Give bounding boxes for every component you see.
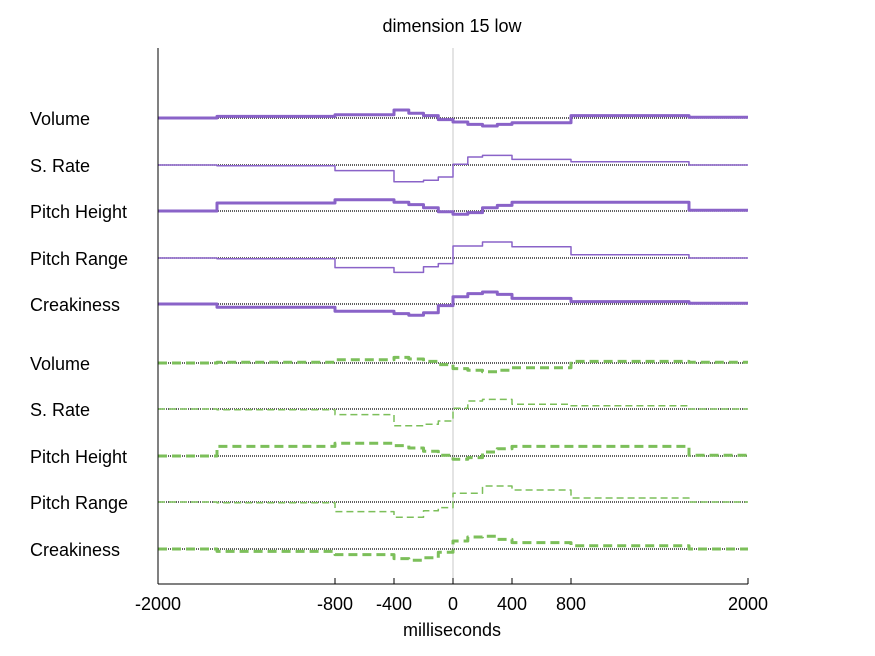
row-label: S. Rate bbox=[30, 156, 90, 176]
x-axis-label: milliseconds bbox=[403, 620, 501, 640]
x-tick-label: 400 bbox=[497, 594, 527, 614]
series-line-2 bbox=[158, 154, 748, 183]
series-layer bbox=[158, 108, 748, 562]
series-line-10 bbox=[158, 534, 748, 562]
x-tick-label: 2000 bbox=[728, 594, 768, 614]
row-label: Pitch Range bbox=[30, 249, 128, 269]
row-label: Creakiness bbox=[30, 295, 120, 315]
x-tick-label: 800 bbox=[556, 594, 586, 614]
chart-title: dimension 15 low bbox=[382, 16, 522, 36]
row-label: Pitch Height bbox=[30, 202, 127, 222]
x-tick-label: -800 bbox=[317, 594, 353, 614]
series-line-5 bbox=[158, 290, 748, 317]
series-line-4 bbox=[158, 241, 748, 274]
axis-layer: -2000 -800 -400 0 400 800 2000 bbox=[135, 48, 768, 614]
series-line-6 bbox=[158, 355, 748, 374]
x-tick-label: 0 bbox=[448, 594, 458, 614]
row-label: Pitch Range bbox=[30, 493, 128, 513]
series-line-1 bbox=[158, 108, 748, 128]
series-line-7 bbox=[158, 398, 748, 427]
series-line-8 bbox=[158, 441, 748, 461]
row-label-layer: Volume S. Rate Pitch Height Pitch Range Crea… bbox=[30, 109, 128, 560]
series-line-3 bbox=[158, 198, 748, 216]
row-label: Creakiness bbox=[30, 540, 120, 560]
x-tick-label: -400 bbox=[376, 594, 412, 614]
row-label: Volume bbox=[30, 354, 90, 374]
x-tick-label: -2000 bbox=[135, 594, 181, 614]
row-label: Pitch Height bbox=[30, 447, 127, 467]
row-label: Volume bbox=[30, 109, 90, 129]
row-label: S. Rate bbox=[30, 400, 90, 420]
series-line-9 bbox=[158, 485, 748, 518]
